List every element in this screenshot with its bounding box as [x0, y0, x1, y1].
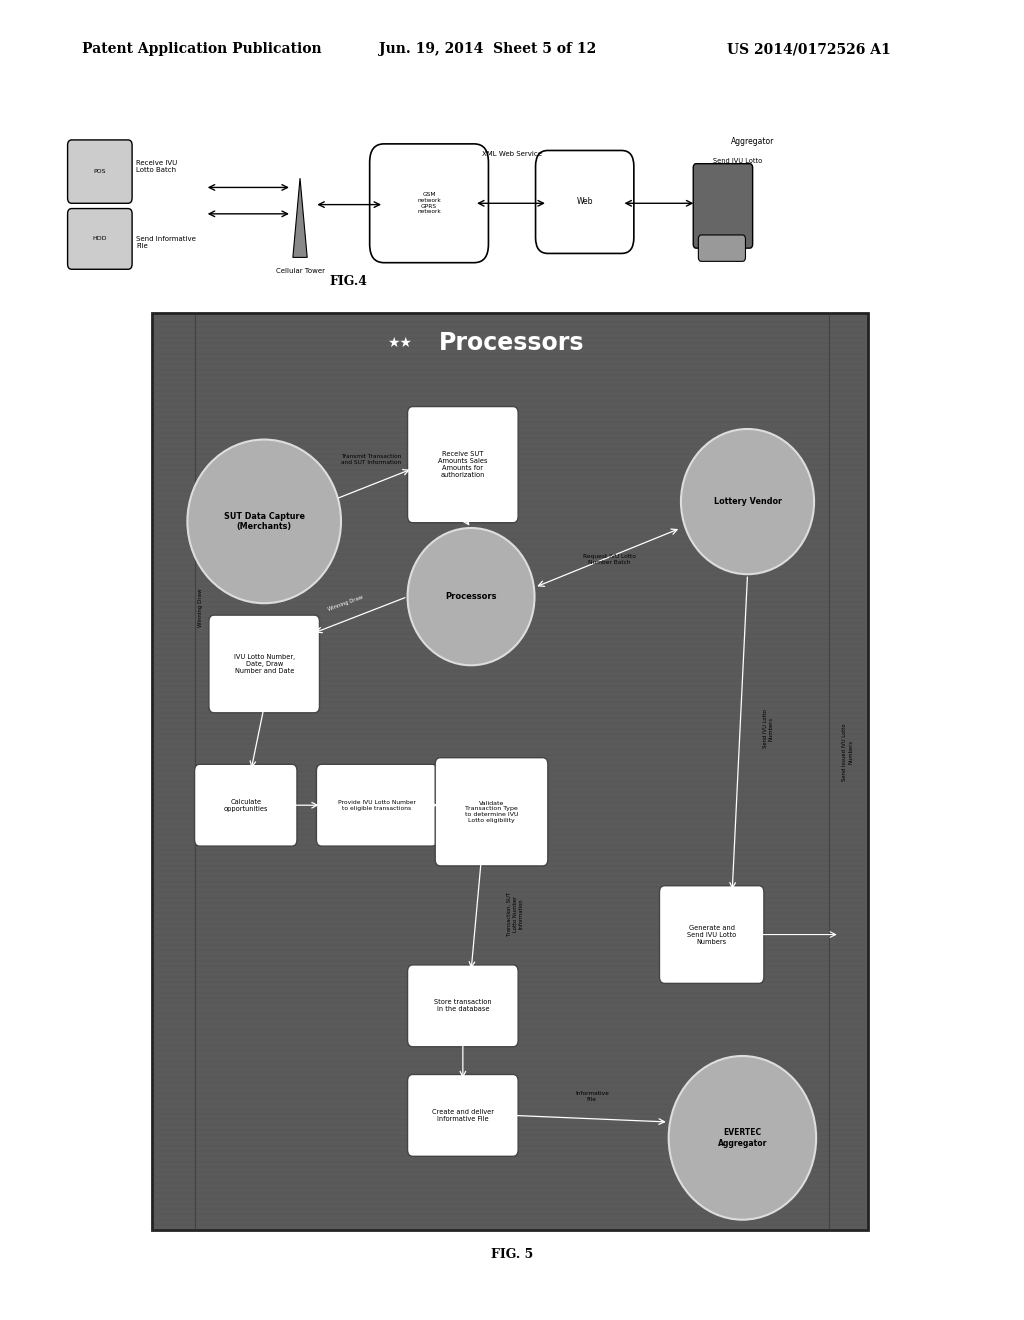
- Text: Request IVU Lotto
Number Batch: Request IVU Lotto Number Batch: [583, 554, 636, 565]
- FancyBboxPatch shape: [435, 758, 548, 866]
- Text: Informative
File: Informative File: [574, 1092, 609, 1102]
- Ellipse shape: [187, 440, 341, 603]
- Text: Create and deliver
Informative File: Create and deliver Informative File: [432, 1109, 494, 1122]
- Text: ★★: ★★: [387, 337, 412, 350]
- Text: Receive SUT
Amounts Sales
Amounts for
authorization: Receive SUT Amounts Sales Amounts for au…: [438, 451, 487, 478]
- Text: Send IVU Lotto
Numbers: Send IVU Lotto Numbers: [763, 709, 774, 748]
- Text: Store transaction
in the database: Store transaction in the database: [434, 999, 492, 1012]
- FancyBboxPatch shape: [68, 209, 132, 269]
- Text: Transaction, SUT
Lotto Number
Information: Transaction, SUT Lotto Number Informatio…: [507, 891, 523, 936]
- Text: Send IVU Lotto: Send IVU Lotto: [713, 158, 762, 164]
- Text: Aggregator: Aggregator: [731, 137, 774, 145]
- Ellipse shape: [408, 528, 535, 665]
- FancyBboxPatch shape: [316, 764, 437, 846]
- Text: Winning Draw: Winning Draw: [198, 587, 203, 627]
- FancyBboxPatch shape: [659, 886, 764, 983]
- Text: Processors: Processors: [445, 593, 497, 601]
- Text: POS: POS: [93, 169, 105, 174]
- Ellipse shape: [669, 1056, 816, 1220]
- Text: Transmit Transaction
and SUT Information: Transmit Transaction and SUT Information: [341, 454, 400, 465]
- Ellipse shape: [681, 429, 814, 574]
- Text: Lottery Vendor: Lottery Vendor: [714, 498, 781, 506]
- Text: Validate
Transaction Type
to determine IVU
Lotto eligibility: Validate Transaction Type to determine I…: [465, 801, 518, 822]
- Polygon shape: [293, 178, 307, 257]
- Text: EVERTEC
Aggregator: EVERTEC Aggregator: [718, 1129, 767, 1147]
- Text: XML Web Service: XML Web Service: [482, 152, 542, 157]
- Text: Web: Web: [577, 198, 593, 206]
- FancyBboxPatch shape: [195, 764, 297, 846]
- Text: Generate and
Send IVU Lotto
Numbers: Generate and Send IVU Lotto Numbers: [687, 924, 736, 945]
- FancyBboxPatch shape: [536, 150, 634, 253]
- FancyBboxPatch shape: [68, 140, 132, 203]
- FancyBboxPatch shape: [370, 144, 488, 263]
- FancyBboxPatch shape: [693, 164, 753, 248]
- FancyBboxPatch shape: [408, 965, 518, 1047]
- Text: GSM
network
GPRS
network: GSM network GPRS network: [417, 193, 441, 214]
- Text: FIG. 5: FIG. 5: [490, 1247, 534, 1261]
- Text: Cellular Tower: Cellular Tower: [275, 268, 325, 275]
- Text: Processors: Processors: [439, 331, 585, 355]
- FancyBboxPatch shape: [408, 407, 518, 523]
- Text: Send Issued IVU Lotto
Numbers: Send Issued IVU Lotto Numbers: [843, 723, 853, 781]
- Text: HDD: HDD: [92, 236, 106, 242]
- Text: Jun. 19, 2014  Sheet 5 of 12: Jun. 19, 2014 Sheet 5 of 12: [379, 42, 596, 57]
- Text: FIG.4: FIG.4: [329, 275, 368, 288]
- FancyBboxPatch shape: [408, 1074, 518, 1156]
- Text: Send Informative
File: Send Informative File: [136, 236, 196, 249]
- FancyBboxPatch shape: [152, 313, 868, 1230]
- Text: SUT Data Capture
(Merchants): SUT Data Capture (Merchants): [223, 512, 305, 531]
- Text: Winning Draw: Winning Draw: [327, 594, 364, 612]
- FancyBboxPatch shape: [698, 235, 745, 261]
- Text: IVU Lotto Number,
Date, Draw
Number and Date: IVU Lotto Number, Date, Draw Number and …: [233, 653, 295, 675]
- Text: Patent Application Publication: Patent Application Publication: [82, 42, 322, 57]
- Text: US 2014/0172526 A1: US 2014/0172526 A1: [727, 42, 891, 57]
- Text: Calculate
opportunities: Calculate opportunities: [223, 799, 268, 812]
- FancyBboxPatch shape: [209, 615, 319, 713]
- Text: Receive IVU
Lotto Batch: Receive IVU Lotto Batch: [136, 160, 177, 173]
- Text: Provide IVU Lotto Number
to eligible transactions: Provide IVU Lotto Number to eligible tra…: [338, 800, 416, 810]
